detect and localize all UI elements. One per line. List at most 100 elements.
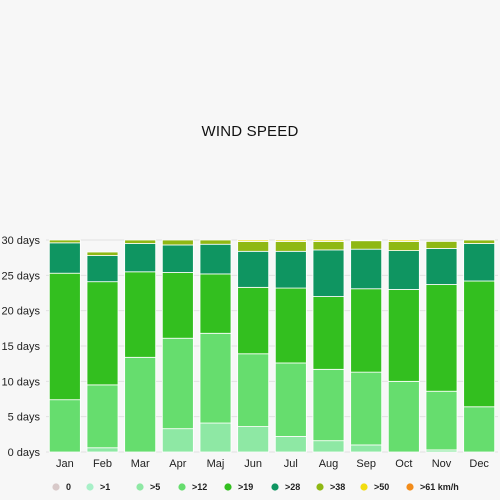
bar-segment[interactable] — [463, 243, 496, 282]
legend-label: 0 — [66, 482, 71, 492]
bar-segment[interactable] — [350, 239, 383, 242]
bar-segment[interactable] — [425, 241, 458, 249]
legend-label: >1 — [100, 482, 110, 492]
bar-segment[interactable] — [387, 250, 420, 290]
bar-segment[interactable] — [237, 241, 270, 252]
bar-segment[interactable] — [86, 384, 119, 449]
bar-segment[interactable] — [387, 289, 420, 382]
bar-segment[interactable] — [161, 272, 194, 339]
bar-segment[interactable] — [274, 250, 307, 289]
bar-segment[interactable] — [274, 436, 307, 453]
bar-segment[interactable] — [86, 255, 119, 283]
bar-segment[interactable] — [387, 241, 420, 251]
bar-segment[interactable] — [48, 239, 81, 244]
bar-segment[interactable] — [312, 368, 345, 442]
grid-layer — [46, 239, 498, 453]
bar-segment[interactable] — [274, 241, 307, 252]
bar-segment[interactable] — [274, 362, 307, 437]
bar-segment[interactable] — [124, 356, 157, 453]
y-tick-label: 5 days — [8, 412, 41, 424]
bar-segment[interactable] — [312, 241, 345, 251]
bar-stack-sep[interactable] — [350, 239, 383, 453]
legend[interactable]: 0 >1 >5 >12 >19 >28 >38 >50 >61 km/h — [52, 482, 459, 492]
bar-segment[interactable] — [274, 239, 307, 242]
x-tick-label: Maj — [207, 458, 225, 470]
bar-segment[interactable] — [425, 284, 458, 392]
legend-label: >12 — [192, 482, 207, 492]
bar-segment[interactable] — [237, 426, 270, 453]
x-tick-label: Feb — [93, 458, 112, 470]
bar-stack-mar[interactable] — [124, 239, 157, 453]
bar-segment[interactable] — [312, 239, 345, 242]
bar-segment[interactable] — [312, 296, 345, 370]
legend-item[interactable]: >28 — [271, 482, 300, 492]
bar-stack-aug[interactable] — [312, 239, 345, 453]
legend-item[interactable]: >50 — [360, 482, 389, 492]
legend-marker — [86, 483, 94, 491]
bar-segment[interactable] — [124, 243, 157, 273]
bar-segment[interactable] — [161, 337, 194, 430]
bar-segment[interactable] — [350, 444, 383, 453]
legend-item[interactable]: >19 — [224, 482, 253, 492]
legend-label: >28 — [285, 482, 300, 492]
bar-segment[interactable] — [312, 249, 345, 297]
bar-segment[interactable] — [161, 428, 194, 453]
bar-stack-jun[interactable] — [237, 239, 270, 453]
bar-segment[interactable] — [161, 239, 194, 246]
bar-stack-maj[interactable] — [199, 239, 232, 453]
legend-item[interactable]: >5 — [136, 482, 160, 492]
bar-segment[interactable] — [86, 447, 119, 453]
bar-stack-jan[interactable] — [48, 239, 81, 453]
legend-item[interactable]: >61 km/h — [406, 482, 459, 492]
bar-stack-oct[interactable] — [387, 239, 420, 453]
y-tick-label: 10 days — [1, 376, 40, 388]
bar-segment[interactable] — [237, 250, 270, 288]
bar-stack-jul[interactable] — [274, 239, 307, 453]
bar-segment[interactable] — [199, 243, 232, 275]
bar-segment[interactable] — [463, 239, 496, 244]
bar-segment[interactable] — [237, 286, 270, 355]
legend-item[interactable]: >12 — [178, 482, 207, 492]
bar-segment[interactable] — [48, 272, 81, 401]
bar-segment[interactable] — [350, 248, 383, 290]
bar-segment[interactable] — [237, 353, 270, 427]
bar-segment[interactable] — [199, 332, 232, 424]
x-tick-label: Sep — [356, 458, 376, 470]
bar-segment[interactable] — [463, 406, 496, 453]
bar-segment[interactable] — [48, 242, 81, 274]
y-tick-label: 30 days — [1, 235, 40, 247]
bar-stack-feb[interactable] — [86, 251, 119, 453]
bar-segment[interactable] — [425, 390, 458, 451]
legend-item[interactable]: >38 — [316, 482, 345, 492]
bar-stack-apr[interactable] — [161, 239, 194, 453]
bar-segment[interactable] — [350, 240, 383, 250]
bar-segment[interactable] — [350, 288, 383, 373]
legend-marker — [224, 483, 232, 491]
legend-item[interactable]: >1 — [86, 482, 110, 492]
bar-segment[interactable] — [387, 239, 420, 242]
bar-segment[interactable] — [161, 244, 194, 273]
bar-stack-dec[interactable] — [463, 239, 496, 453]
bar-segment[interactable] — [86, 281, 119, 386]
legend-item[interactable]: 0 — [52, 482, 71, 492]
bar-segment[interactable] — [124, 239, 157, 244]
x-tick-label: Dec — [469, 458, 489, 470]
bar-segment[interactable] — [350, 371, 383, 446]
bars-layer — [48, 239, 496, 453]
bar-segment[interactable] — [312, 440, 345, 453]
legend-marker — [52, 483, 60, 491]
bar-segment[interactable] — [86, 251, 119, 256]
bar-stack-nov[interactable] — [425, 241, 458, 453]
bar-segment[interactable] — [463, 280, 496, 408]
bar-segment[interactable] — [199, 273, 232, 334]
bar-segment[interactable] — [387, 380, 420, 453]
bar-segment[interactable] — [425, 248, 458, 285]
legend-marker — [136, 483, 144, 491]
bar-segment[interactable] — [199, 239, 232, 245]
bar-segment[interactable] — [48, 399, 81, 453]
legend-marker — [316, 483, 324, 491]
bar-segment[interactable] — [199, 422, 232, 453]
bar-segment[interactable] — [274, 287, 307, 364]
bar-segment[interactable] — [124, 271, 157, 358]
bar-segment[interactable] — [237, 239, 270, 242]
